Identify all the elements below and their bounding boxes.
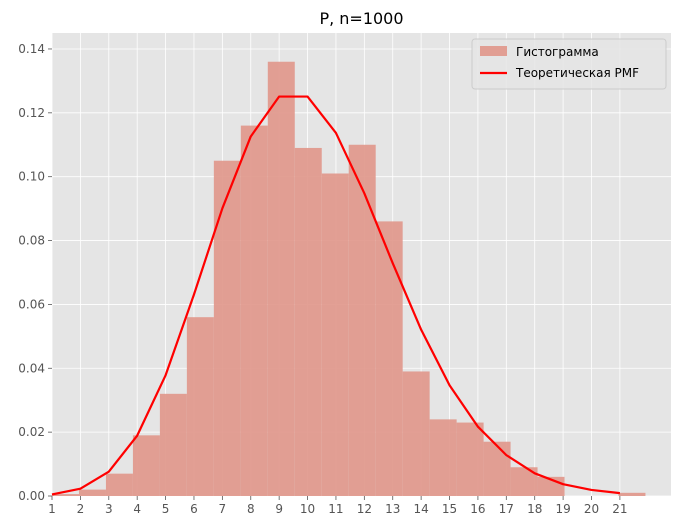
histogram-bars (52, 61, 646, 497)
legend-histogram-label: Гистограмма (516, 45, 599, 59)
x-tick-label: 5 (162, 502, 170, 516)
x-tick-label: 9 (275, 502, 283, 516)
y-tick-label: 0.10 (18, 170, 45, 184)
x-tick-label: 16 (470, 502, 485, 516)
legend: Гистограмма Теоретическая PMF (471, 38, 667, 90)
x-tick-label: 18 (527, 502, 542, 516)
x-tick-label: 4 (133, 502, 141, 516)
pmf-line-layer (51, 95, 621, 496)
y-tick-label: 0.02 (18, 425, 45, 439)
x-tick-label: 15 (442, 502, 457, 516)
x-tick-label: 19 (555, 502, 570, 516)
x-tick-label: 14 (413, 502, 428, 516)
histogram-bar (213, 160, 241, 497)
histogram-bar (78, 489, 106, 496)
x-tick-label: 1 (48, 502, 56, 516)
histogram-bar (52, 494, 79, 496)
histogram-bar (402, 371, 430, 496)
x-tick-label: 17 (499, 502, 514, 516)
histogram-bar (240, 125, 268, 496)
x-tick-label: 3 (105, 502, 113, 516)
histogram-bar (132, 435, 160, 496)
legend-box (471, 38, 667, 90)
histogram-bar (294, 147, 322, 496)
x-tick-label: 7 (219, 502, 227, 516)
y-tick-label: 0.08 (18, 234, 45, 248)
histogram-bar (321, 173, 349, 496)
x-tick-label: 10 (300, 502, 315, 516)
histogram-bar (618, 492, 646, 496)
pmf-line (51, 95, 621, 496)
x-tick-label: 8 (247, 502, 255, 516)
histogram-bar (348, 144, 376, 497)
histogram-bar (375, 221, 403, 496)
y-tick-label: 0.00 (18, 489, 45, 503)
histogram-bar (483, 441, 511, 496)
histogram-bar (429, 419, 457, 496)
y-tick-label: 0.12 (18, 106, 45, 120)
histogram-bar (186, 317, 214, 496)
histogram-bar (456, 422, 484, 496)
x-tick-label: 2 (77, 502, 85, 516)
y-tick-label: 0.14 (18, 42, 45, 56)
y-tick-label: 0.06 (18, 297, 45, 311)
histogram-bar (105, 473, 133, 496)
y-tick-label: 0.04 (18, 361, 45, 375)
x-tick-label: 13 (385, 502, 400, 516)
x-tick-label: 20 (584, 502, 599, 516)
legend-pmf-label: Теоретическая PMF (515, 66, 639, 80)
histogram-bar (159, 393, 187, 496)
x-tick-label: 12 (357, 502, 372, 516)
histogram-bar (267, 61, 295, 497)
x-tick-label: 11 (328, 502, 343, 516)
x-tick-label: 6 (190, 502, 198, 516)
legend-histogram-swatch (480, 46, 507, 56)
chart-title: P, n=1000 (319, 9, 403, 28)
axes: 0.000.020.040.060.080.100.120.141 2 3 4 5 6 7 8… (18, 42, 627, 516)
x-tick-label: 21 (612, 502, 627, 516)
